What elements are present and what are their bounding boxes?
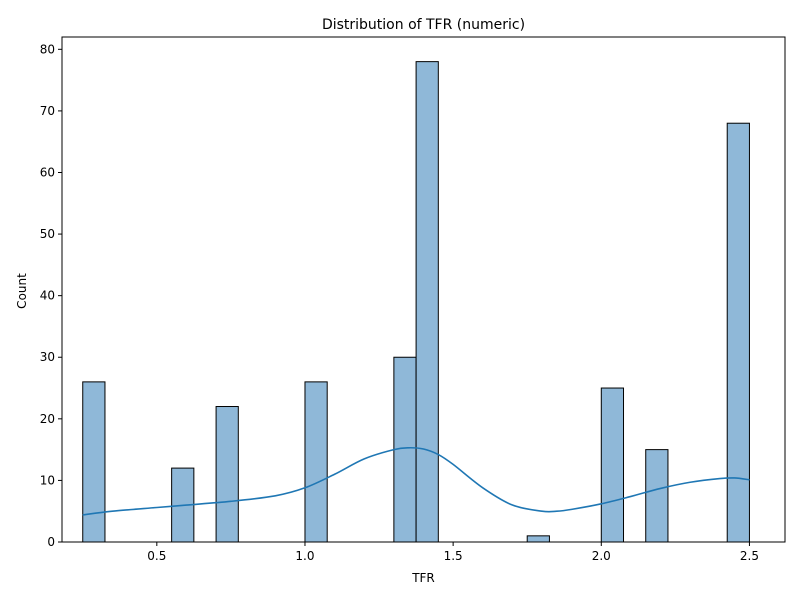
histogram-bar-6 [526,535,550,543]
x-axis: 0.5 1.0 1.5 2.0 2.5 [147,542,759,563]
y-tick-label: 60 [40,165,55,179]
plot-frame [61,36,786,543]
y-axis-label: Count [15,273,29,309]
histogram-bar-2 [215,406,239,543]
histogram-bar-7 [600,387,625,543]
y-tick-label: 30 [40,350,55,364]
y-tick-label: 70 [40,104,55,118]
y-tick-label: 20 [40,412,55,426]
y-tick-label: 80 [40,42,55,56]
y-axis: 0 10 20 30 40 50 60 70 80 [40,42,62,549]
x-axis-label: TFR [411,571,435,585]
kde-curve [82,446,750,516]
x-tick-label: 1.5 [444,549,463,563]
y-tick-label: 10 [40,473,55,487]
x-tick-label: 2.5 [740,549,759,563]
histogram-bar-0 [82,381,106,543]
y-tick-label: 50 [40,227,55,241]
plot-area [61,36,786,543]
y-tick-label: 40 [40,289,55,303]
chart-title: Distribution of TFR (numeric) [322,17,525,33]
histogram-bar-8 [645,449,669,543]
y-tick-label: 0 [47,535,55,549]
histogram-bar-5 [415,61,439,543]
histogram-bar-3 [304,381,328,543]
x-tick-label: 2.0 [592,549,611,563]
bars-group [82,61,750,543]
x-tick-label: 1.0 [295,549,314,563]
x-tick-label: 0.5 [147,549,166,563]
